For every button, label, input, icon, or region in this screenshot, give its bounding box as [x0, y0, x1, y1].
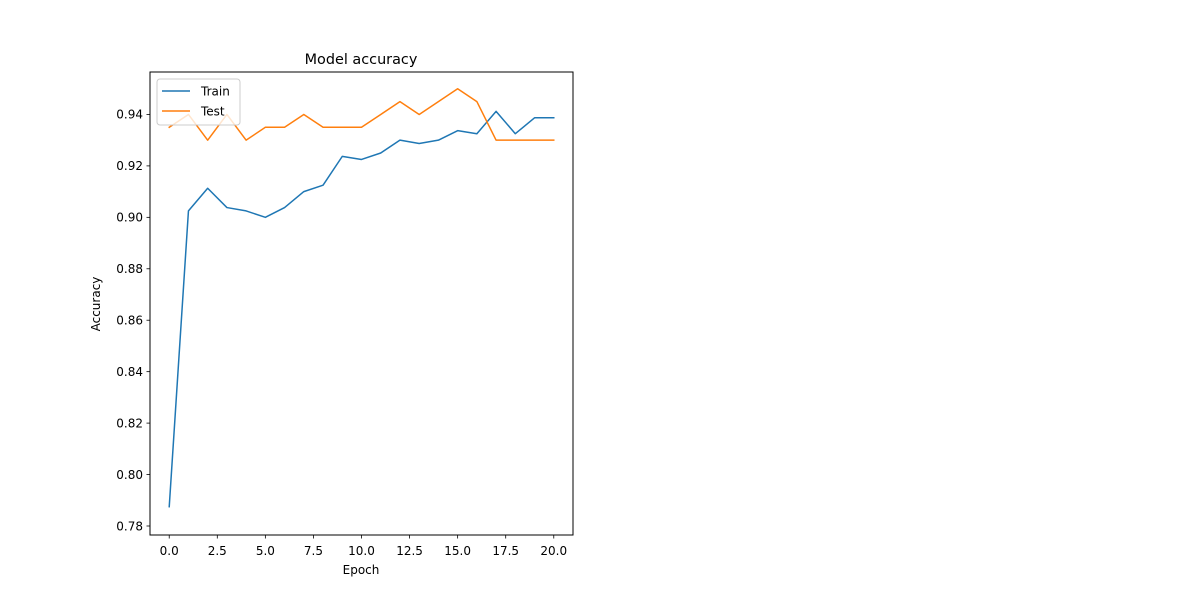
plot-area: 0.0 2.5 5.0 7.5 10.0 12.5 15.0 17.5 20.0 0.78 0.80…	[116, 71, 574, 558]
y-tick-label: 0.86	[116, 314, 143, 328]
x-tick-label: 15.0	[444, 544, 471, 558]
y-tick-label: 0.88	[116, 262, 143, 276]
x-tick-label: 2.5	[208, 544, 227, 558]
ticks-layer: 0.0 2.5 5.0 7.5 10.0 12.5 15.0 17.5 20.0 0.78 0.80…	[116, 108, 567, 558]
y-tick-label: 0.82	[116, 416, 143, 430]
legend: Train Test	[156, 78, 241, 126]
legend-label-test: Test	[200, 104, 225, 118]
x-tick-label: 5.0	[256, 544, 275, 558]
x-tick-label: 7.5	[304, 544, 323, 558]
y-tick-label: 0.84	[116, 365, 143, 379]
x-tick-label: 12.5	[396, 544, 423, 558]
y-tick-label: 0.92	[116, 159, 143, 173]
x-axis-label: Epoch	[343, 563, 380, 577]
x-tick-label: 17.5	[492, 544, 519, 558]
x-tick-label: 10.0	[348, 544, 375, 558]
y-axis-label: Accuracy	[89, 277, 103, 332]
legend-label-train: Train	[200, 84, 230, 98]
y-tick-label: 0.94	[116, 108, 143, 122]
series-line-train	[168, 110, 555, 508]
x-tick-label: 0.0	[160, 544, 179, 558]
x-tick-label: 20.0	[540, 544, 567, 558]
chart-title: Model accuracy	[305, 52, 418, 68]
y-tick-label: 0.80	[116, 468, 143, 482]
y-tick-label: 0.90	[116, 211, 143, 225]
y-tick-label: 0.78	[116, 519, 143, 533]
